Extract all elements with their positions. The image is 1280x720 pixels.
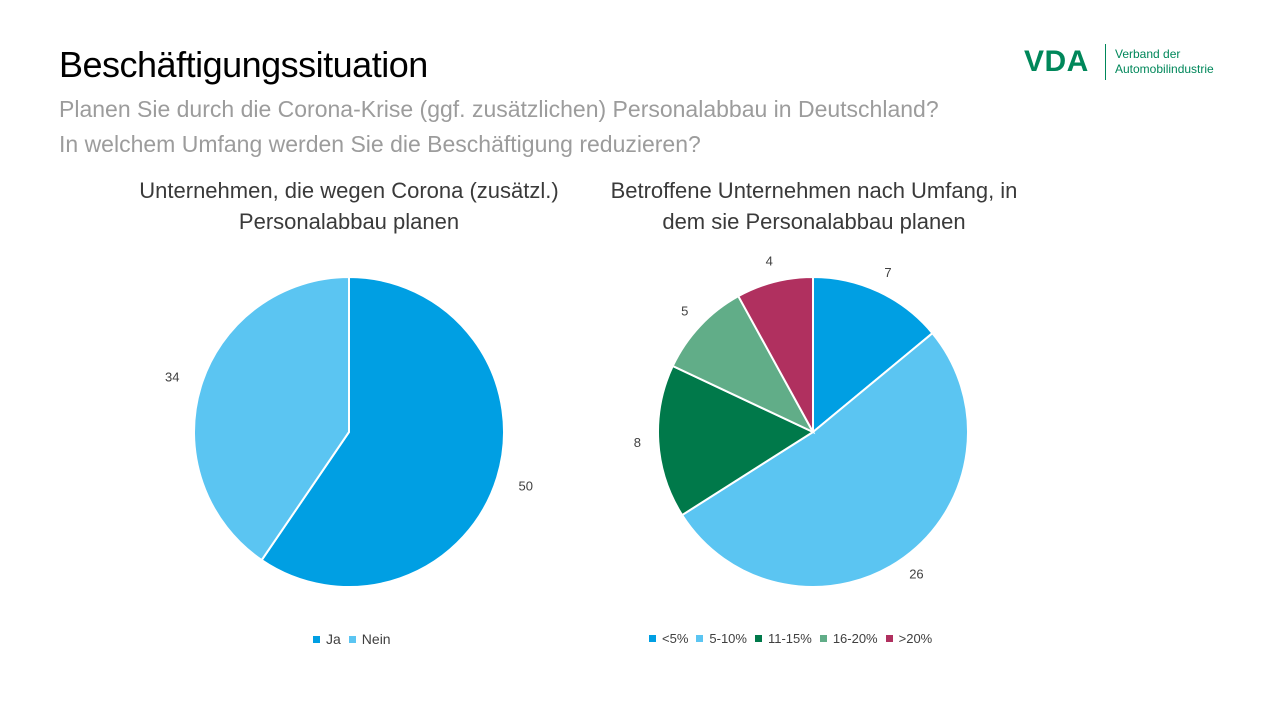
page-title: Beschäftigungssituation [59,44,428,85]
chart1-legend: Ja Nein [313,631,399,647]
chart2-data-label-5-10pct: 26 [909,566,923,581]
chart2-legend-swatch-5-10pct [696,635,704,642]
chart2-legend-item-5-10pct: 5-10% [696,631,747,646]
chart1-legend-label-nein: Nein [361,631,391,647]
vda-logo-divider [1105,44,1106,80]
chart2-data-label-gt-20pct: 4 [766,254,773,269]
chart2-title-line2: dem sie Personalabbau planen [662,209,966,234]
chart1-title-line1: Unternehmen, die wegen Corona (zusätzl.) [139,178,559,203]
chart2-data-label-lt-5pct: 7 [884,265,891,280]
chart1-title-line2: Personalabbau planen [238,209,460,234]
chart1-title: Unternehmen, die wegen Corona (zusätzl.)… [109,175,589,237]
chart2-legend-swatch-11-15pct [754,635,762,642]
vda-logo-text: Verband der Automobilindustrie [1115,47,1214,77]
chart2-title-line1: Betroffene Unternehmen nach Umfang, in [610,178,1018,203]
page-subtitle-question-2: In welchem Umfang werden Sie die Beschäf… [59,131,701,157]
chart2-legend-swatch-16-20pct [819,635,827,642]
chart1-legend-swatch-ja [313,635,320,643]
chart1-data-label-ja: 50 [519,479,533,494]
chart2-legend-item-11-15pct: 11-15% [754,631,812,646]
pie-chart-layoff-planned: 50 34 [165,275,533,588]
chart2-slice-5-10pct [680,331,969,588]
chart1-slice-nein [193,275,350,562]
vda-logo-text-line2: Automobilindustrie [1115,62,1214,76]
chart2-legend-item-lt-5pct: <5% [649,631,688,646]
chart2-legend-label-16-20pct: 16-20% [832,631,878,646]
chart2-data-label-16-20pct: 5 [681,304,688,319]
pie-chart-layoff-extent: 7 26 8 5 4 [634,254,969,588]
chart2-slice-16-20pct [671,294,816,435]
chart1-legend-item-nein: Nein [348,631,391,647]
chart1-legend-item-ja: Ja [313,631,341,647]
chart1-data-label-nein: 34 [165,369,179,384]
chart1-legend-swatch-nein [348,635,356,643]
chart2-legend-item-16-20pct: 16-20% [819,631,878,646]
chart2-legend-swatch-gt-20pct [885,635,893,642]
chart2-data-label-11-15pct: 8 [634,435,641,450]
chart2-legend-label-5-10pct: 5-10% [709,631,747,646]
chart1-legend-label-ja: Ja [326,631,341,647]
chart2-legend-label-lt-5pct: <5% [662,631,689,646]
chart2-legend-item-gt-20pct: >20% [885,631,933,646]
chart2-legend-label-gt-20pct: >20% [898,631,933,646]
chart2-slice-lt-5pct [812,275,934,435]
chart2-slice-gt-20pct [736,275,814,433]
chart2-title: Betroffene Unternehmen nach Umfang, in d… [574,175,1054,237]
chart2-legend-swatch-lt-5pct [649,635,656,642]
chart2-legend: <5% 5-10% 11-15% 16-20% >20% [649,631,940,646]
page-subtitle-question-1: Planen Sie durch die Corona-Krise (ggf. … [59,96,939,122]
chart2-slice-11-15pct [657,364,816,517]
chart2-legend-label-11-15pct: 11-15% [767,631,812,646]
vda-logo-mark: VDA [1024,45,1089,78]
vda-logo-text-line1: Verband der [1115,47,1181,61]
chart1-slice-ja [260,275,505,588]
